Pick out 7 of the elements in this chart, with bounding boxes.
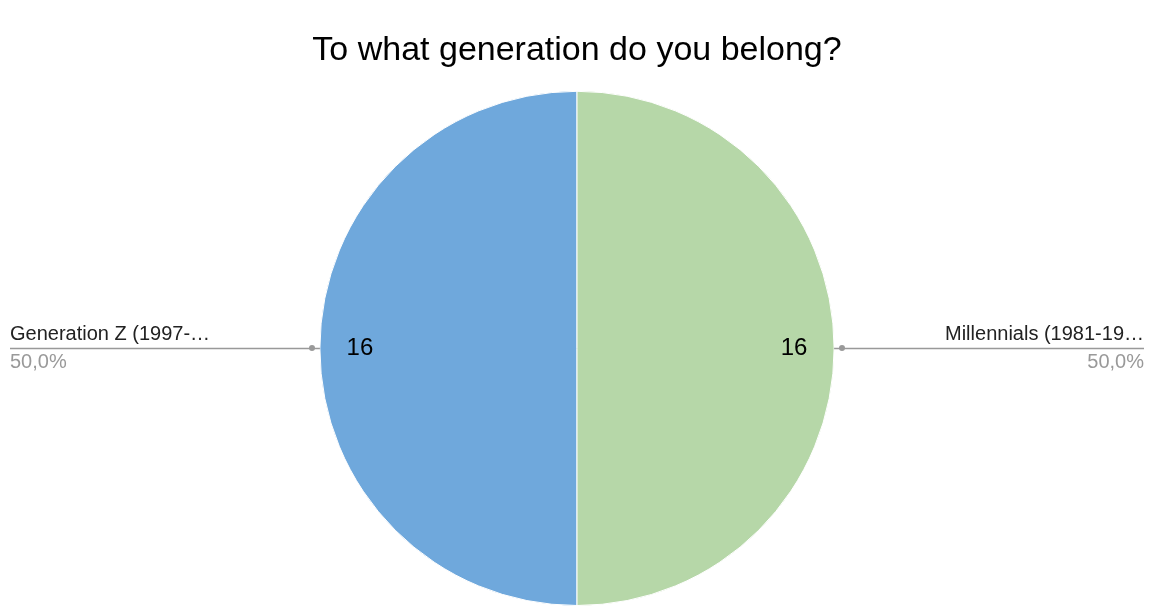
text: 50,0% bbox=[1087, 349, 1144, 372]
data-label: 16 bbox=[346, 333, 374, 361]
slice-label: Generation Z (1997-… bbox=[10, 321, 211, 344]
data-label: 16 bbox=[780, 333, 808, 361]
text: 50,0% bbox=[10, 349, 67, 372]
chart-title: To what generation do you belong? bbox=[312, 28, 842, 67]
slice-label: Millennials (1981-19… bbox=[945, 321, 1144, 344]
